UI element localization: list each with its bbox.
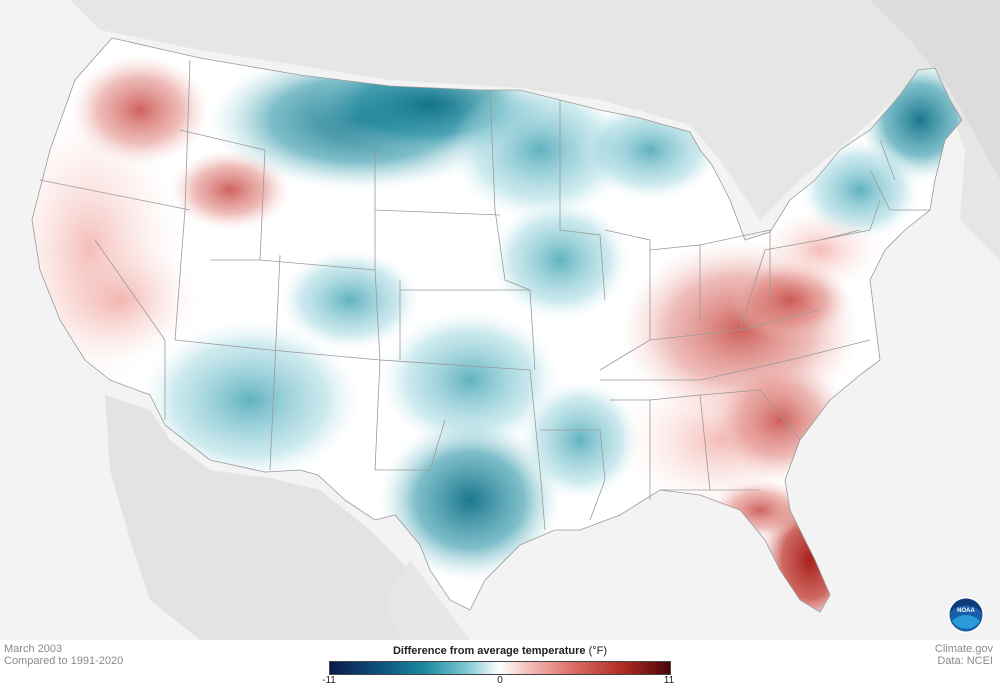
surrounding-land <box>60 0 1000 640</box>
baseline-label: Compared to 1991-2020 <box>4 655 124 667</box>
legend-color-bar <box>329 661 671 675</box>
noaa-logo-text: NOAA <box>957 608 975 614</box>
legend-tick-mid: 0 <box>497 675 503 686</box>
state-boundaries <box>31 37 963 613</box>
temperature-anomaly-map: NOAA <box>31 0 1000 640</box>
credit-label: Climate.gov <box>934 643 993 655</box>
date-label: March 2003 <box>4 643 63 655</box>
legend-title: Difference from average temperature (°F) <box>320 645 680 657</box>
legend-title-text: Difference from average temperature <box>392 645 586 657</box>
legend-tick-max: 11 <box>663 675 675 686</box>
noaa-logo-icon: NOAA <box>948 597 984 633</box>
legend-tick-min: -11 <box>322 675 336 686</box>
footer: March 2003 Compared to 1991-2020 Differe… <box>0 640 1000 690</box>
legend: Difference from average temperature (°F)… <box>320 640 680 690</box>
data-source-label: Data: NCEI <box>937 655 993 667</box>
legend-units: (°F) <box>588 645 608 657</box>
